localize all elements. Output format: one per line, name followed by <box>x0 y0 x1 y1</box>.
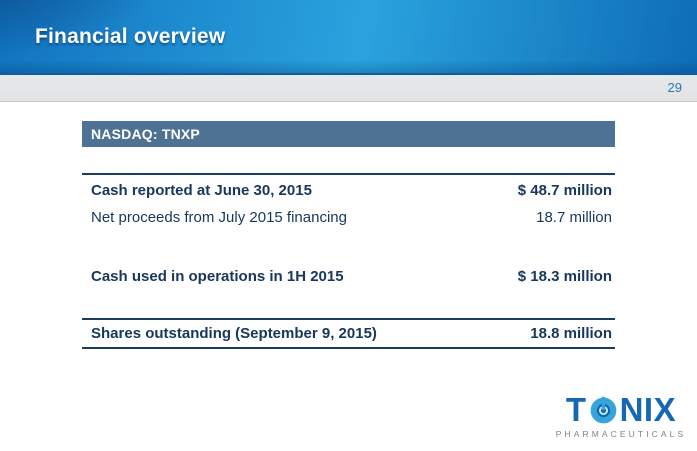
page-number-bar: 29 <box>0 75 697 102</box>
table-row: Shares outstanding (September 9, 2015) 1… <box>82 322 615 346</box>
table-rule-top <box>82 173 615 175</box>
row-value: $ 18.3 million <box>517 268 612 285</box>
row-value: $ 48.7 million <box>517 182 612 199</box>
table-rule-bottom <box>82 347 615 349</box>
row-value: 18.7 million <box>536 209 612 226</box>
table-rule-middle <box>82 318 615 320</box>
tonix-logo: T NIX PHARMACEUTICALS <box>552 391 690 439</box>
row-label: Net proceeds from July 2015 financing <box>91 209 347 226</box>
power-button-icon <box>590 396 616 423</box>
page-number: 29 <box>667 80 682 95</box>
row-label: Shares outstanding (September 9, 2015) <box>91 325 377 342</box>
table-row: Net proceeds from July 2015 financing 18… <box>82 206 615 230</box>
row-label: Cash used in operations in 1H 2015 <box>91 268 344 285</box>
row-label: Cash reported at June 30, 2015 <box>91 182 312 199</box>
tonix-wordmark: T NIX <box>552 391 690 428</box>
table-row: Cash reported at June 30, 2015 $ 48.7 mi… <box>82 179 615 203</box>
logo-letter-t: T <box>565 391 587 428</box>
page-title: Financial overview <box>35 25 226 48</box>
logo-subtitle: PHARMACEUTICALS <box>555 429 687 439</box>
table-row: Cash used in operations in 1H 2015 $ 18.… <box>82 265 615 289</box>
slide-header: Financial overview <box>0 0 697 75</box>
row-value: 18.8 million <box>530 325 612 342</box>
table-header: NASDAQ: TNXP <box>82 121 615 147</box>
logo-letters-nix: NIX <box>619 391 677 428</box>
